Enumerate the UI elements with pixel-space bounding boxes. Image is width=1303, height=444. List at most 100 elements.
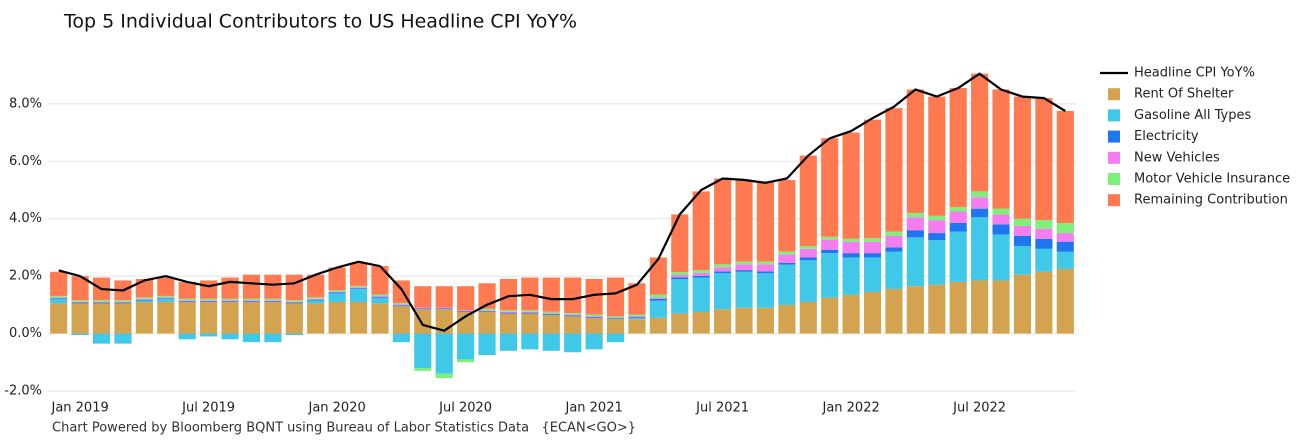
bar-segment — [478, 310, 496, 312]
bar-segment — [371, 294, 389, 296]
bar-segment — [606, 318, 625, 320]
bar-segment — [564, 316, 582, 334]
bar-segment — [457, 333, 475, 360]
bar-segment — [328, 290, 346, 292]
bar-segment — [242, 301, 261, 334]
bar-segment — [821, 297, 839, 334]
bar-segment — [949, 88, 967, 208]
bar-segment — [928, 233, 946, 241]
bar-segment — [285, 302, 303, 304]
bar-segment — [221, 333, 239, 340]
bar-segment — [735, 264, 753, 271]
bar-segment — [307, 274, 325, 298]
bar-segment — [949, 281, 967, 334]
bar-segment — [671, 279, 689, 314]
legend-swatch — [1108, 151, 1120, 164]
bar-segment — [242, 274, 261, 299]
bar-segment — [71, 302, 89, 304]
bar-segment — [735, 270, 753, 272]
bar-segment — [799, 155, 817, 246]
bar-segment — [521, 312, 539, 314]
bar-segment — [714, 264, 732, 268]
bar-segment — [264, 301, 282, 302]
bar-segment — [842, 238, 860, 242]
bar-segment — [92, 300, 111, 302]
bar-segment — [114, 300, 132, 302]
bar-segment — [392, 333, 410, 343]
bar-segment — [499, 312, 518, 314]
bar-segment — [756, 307, 775, 334]
bar-segment — [1035, 220, 1053, 229]
bar-segment — [885, 247, 903, 252]
bar-segment — [671, 214, 689, 273]
x-tick-label: Jan 2020 — [307, 401, 365, 416]
bar-segment — [585, 314, 603, 317]
x-tick-label: Jul 2019 — [181, 401, 235, 416]
y-tick-label: 2.0% — [9, 269, 42, 284]
bar-segment — [971, 191, 989, 198]
bar-segment — [863, 238, 882, 242]
x-tick-label: Jul 2022 — [952, 401, 1006, 416]
bar-segment — [200, 280, 218, 299]
y-tick-label: 8.0% — [9, 96, 42, 111]
x-tick-label: Jul 2020 — [438, 401, 492, 416]
bar-segment — [1056, 241, 1074, 252]
bar-segment — [1035, 248, 1053, 272]
bar-segment — [971, 280, 989, 334]
bar-segment — [821, 236, 839, 240]
chart-title: Top 5 Individual Contributors to US Head… — [63, 11, 577, 33]
bar-segment — [264, 274, 282, 299]
bar-segment — [906, 89, 924, 213]
bar-segment — [735, 179, 753, 262]
bar-segment — [585, 317, 603, 334]
bar-segment — [735, 307, 753, 334]
bar-segment — [628, 319, 646, 334]
x-tick-label: Jan 2022 — [821, 401, 879, 416]
bar-segment — [414, 368, 432, 371]
bar-segment — [242, 298, 261, 301]
bar-segment — [371, 296, 389, 298]
bar-segment — [264, 301, 282, 334]
legend-label: Remaining Contribution — [1134, 193, 1288, 208]
x-tick-label: Jan 2021 — [564, 401, 622, 416]
bar-segment — [992, 208, 1010, 215]
bar-segment — [349, 301, 368, 334]
bar-segment — [1013, 274, 1032, 334]
bar-segment — [200, 333, 218, 337]
bar-segment — [928, 240, 946, 285]
bar-segment — [135, 301, 153, 334]
bar-segment — [906, 286, 924, 334]
bar-segment — [285, 333, 303, 335]
bar-segment — [92, 302, 111, 304]
footnote: Chart Powered by Bloomberg BQNT using Bu… — [52, 421, 636, 436]
legend-swatch — [1108, 194, 1120, 207]
bar-segment — [906, 217, 924, 231]
bar-segment — [928, 220, 946, 234]
bar-segment — [606, 316, 625, 318]
bar-segment — [778, 179, 796, 252]
bar-segment — [328, 293, 346, 302]
bar-segment — [328, 267, 346, 291]
bar-segment — [971, 73, 989, 192]
bar-segment — [1035, 98, 1053, 221]
bar-segment — [349, 285, 368, 288]
bar-segment — [1013, 96, 1032, 219]
bar-segment — [499, 311, 518, 313]
bar-segment — [992, 89, 1010, 209]
bar-segment — [1013, 218, 1032, 226]
bar-segment — [992, 214, 1010, 225]
bar-segment — [478, 333, 496, 356]
x-tick-label: Jul 2021 — [695, 401, 749, 416]
bar-segment — [135, 297, 153, 299]
bar-segment — [1056, 111, 1074, 223]
bar-segment — [821, 138, 839, 237]
bar-segment — [971, 208, 989, 218]
bar-segment — [92, 333, 111, 344]
bar-segment — [949, 231, 967, 282]
bar-segment — [671, 313, 689, 334]
bar-segment — [200, 298, 218, 301]
bar-segment — [178, 301, 196, 302]
bar-segment — [649, 317, 667, 334]
bar-segment — [71, 276, 89, 301]
bar-segment — [992, 234, 1010, 281]
